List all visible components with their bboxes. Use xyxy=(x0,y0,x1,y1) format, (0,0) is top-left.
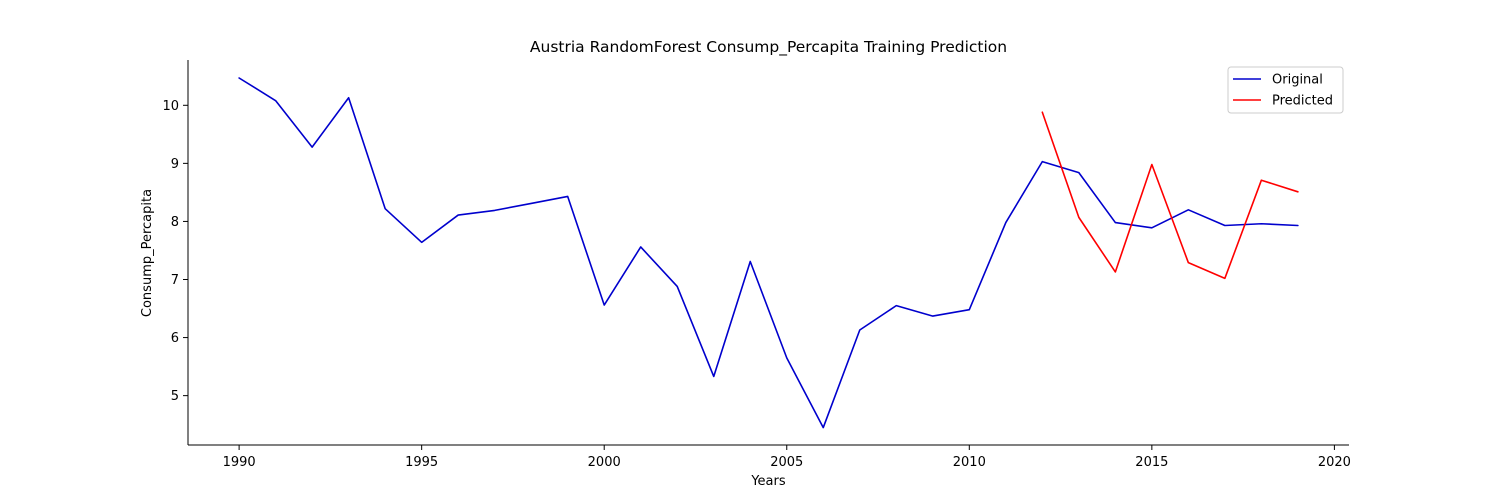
series-line-original xyxy=(238,77,1299,429)
x-tick-label: 2020 xyxy=(1318,455,1351,470)
x-tick-label: 1990 xyxy=(223,455,256,470)
legend-label-original: Original xyxy=(1272,73,1323,88)
plot-area: 1990 1995 2000 2005 2010 2015 2020 5 6 7 8 9 10 Origi… xyxy=(162,60,1351,470)
y-tick-label: 6 xyxy=(171,331,179,346)
x-tick-label: 2015 xyxy=(1135,455,1168,470)
x-tick-label: 2010 xyxy=(953,455,986,470)
x-tick-label: 2000 xyxy=(588,455,621,470)
x-tick-label: 2005 xyxy=(770,455,803,470)
y-tick-label: 5 xyxy=(171,389,179,404)
y-tick-label: 7 xyxy=(171,273,179,288)
y-axis-title: Consump_Percapita xyxy=(140,189,155,317)
y-tick-label: 9 xyxy=(171,157,179,172)
x-axis-title: Years xyxy=(750,474,786,489)
y-tick-label: 10 xyxy=(162,99,179,114)
chart-title: Austria RandomForest Consump_Percapita T… xyxy=(530,38,1007,57)
y-tick-label: 8 xyxy=(171,215,179,230)
x-tick-label: 1995 xyxy=(405,455,438,470)
series-line-predicted xyxy=(1041,111,1299,280)
legend-label-predicted: Predicted xyxy=(1272,94,1333,109)
